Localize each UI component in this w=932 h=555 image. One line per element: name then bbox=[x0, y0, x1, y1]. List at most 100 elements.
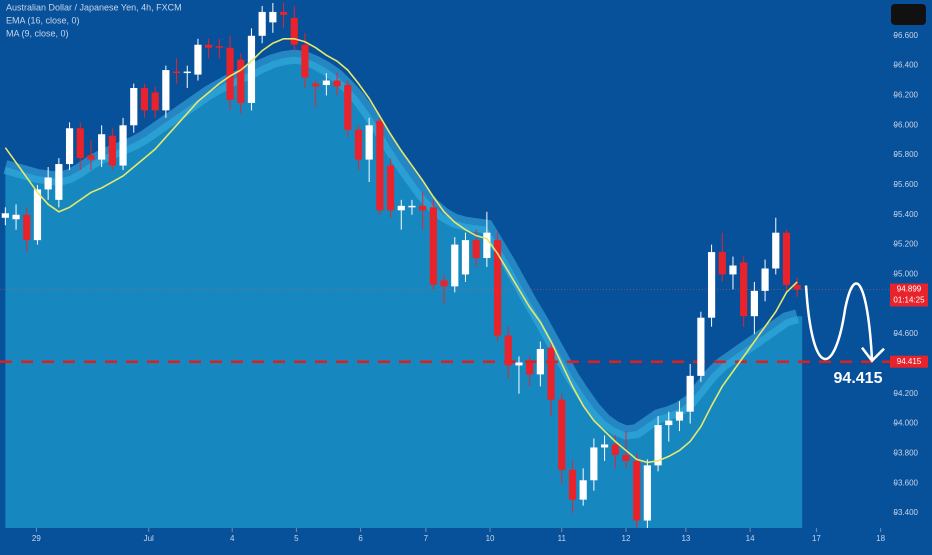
x-tick-label: 13 bbox=[681, 534, 690, 543]
candle-body bbox=[536, 349, 544, 375]
x-tick-label: 17 bbox=[812, 534, 821, 543]
candle-body bbox=[675, 411, 684, 421]
candle-body bbox=[226, 47, 234, 100]
candle-body bbox=[579, 480, 587, 500]
candle-body bbox=[55, 164, 63, 200]
x-tick-label: 7 bbox=[424, 534, 429, 543]
y-tick-label: 94.200 bbox=[894, 389, 919, 398]
candle-body bbox=[172, 71, 181, 74]
candle-body bbox=[558, 399, 566, 470]
y-tick-label: 94.600 bbox=[894, 329, 919, 338]
candle-body bbox=[654, 425, 662, 466]
candle-body bbox=[633, 460, 641, 521]
x-tick-label: 11 bbox=[558, 534, 567, 543]
candle-body bbox=[269, 11, 277, 23]
candle-body bbox=[376, 120, 384, 211]
x-tick-label: 10 bbox=[486, 534, 495, 543]
candle-body bbox=[750, 290, 758, 317]
candle-body bbox=[451, 244, 459, 287]
ma-line bbox=[3, 49, 800, 440]
candle-body bbox=[140, 88, 149, 111]
candle-body bbox=[44, 177, 52, 190]
candle-body bbox=[365, 125, 373, 160]
candle-body bbox=[483, 232, 491, 259]
y-tick-label: 96.400 bbox=[894, 61, 919, 70]
y-tick-label: 95.800 bbox=[894, 150, 919, 159]
candle-body bbox=[547, 347, 555, 400]
chart-title: Australian Dollar / Japanese Yen, 4h, FX… bbox=[6, 2, 182, 12]
candle-body bbox=[151, 92, 159, 111]
menu-button[interactable] bbox=[891, 4, 926, 25]
current-price-box bbox=[890, 283, 928, 307]
candle-body bbox=[354, 129, 363, 160]
candle-body bbox=[568, 469, 577, 500]
candle-body bbox=[643, 465, 651, 521]
x-tick-label: 18 bbox=[876, 534, 885, 543]
x-tick-label: Jul bbox=[144, 534, 154, 543]
candle-body bbox=[98, 134, 106, 160]
plot bbox=[3, 49, 803, 528]
countdown-label: 01:14:25 bbox=[893, 296, 925, 305]
candle-body bbox=[333, 80, 341, 87]
y-tick-label: 93.400 bbox=[894, 508, 919, 517]
candle-body bbox=[440, 280, 448, 287]
legend-entry: EMA (16, close, 0) bbox=[6, 15, 80, 25]
candle-body bbox=[65, 128, 74, 165]
y-tick-label: 93.600 bbox=[894, 478, 919, 487]
y-tick-label: 95.000 bbox=[894, 270, 919, 279]
candle-body bbox=[461, 240, 470, 275]
candle-body bbox=[729, 265, 737, 275]
x-tick-label: 12 bbox=[622, 534, 631, 543]
candle-body bbox=[279, 11, 288, 15]
ema-line bbox=[4, 37, 798, 464]
candle-body bbox=[493, 240, 502, 336]
arrow-head bbox=[861, 346, 885, 363]
candle-body bbox=[782, 232, 791, 285]
candle-body bbox=[301, 44, 309, 78]
candle-body bbox=[205, 44, 213, 48]
candle-body bbox=[258, 11, 266, 36]
candle-body bbox=[76, 128, 84, 159]
candle-body bbox=[515, 362, 523, 366]
candle-body bbox=[215, 46, 223, 48]
x-tick-label: 29 bbox=[32, 534, 41, 543]
ma-area bbox=[5, 56, 803, 528]
candle-body bbox=[194, 44, 202, 75]
target-price-box bbox=[890, 355, 928, 368]
candle-body bbox=[87, 155, 95, 160]
candle-body bbox=[183, 71, 191, 74]
candle-body bbox=[247, 35, 256, 103]
candle-body bbox=[108, 135, 116, 166]
target-price-label: 94.415 bbox=[897, 357, 922, 366]
candle-body bbox=[772, 232, 780, 269]
y-tick-label: 96.200 bbox=[894, 91, 919, 100]
candle-body bbox=[130, 88, 138, 126]
candle-body bbox=[290, 17, 298, 45]
candle-body bbox=[312, 83, 320, 87]
candle-body bbox=[740, 262, 748, 317]
x-tick-label: 14 bbox=[746, 534, 755, 543]
candle-body bbox=[472, 240, 480, 259]
candle-body bbox=[697, 317, 705, 376]
y-tick-label: 95.600 bbox=[894, 180, 919, 189]
candle-body bbox=[162, 70, 170, 111]
annotation: 94.415 bbox=[834, 370, 883, 387]
x-tick-label: 5 bbox=[294, 534, 299, 543]
y-tick-label: 94.000 bbox=[894, 419, 919, 428]
candle-body bbox=[33, 189, 42, 241]
candle-body bbox=[761, 268, 769, 291]
legend-entry: MA (9, close, 0) bbox=[6, 28, 69, 38]
current-price-label: 94.899 bbox=[897, 285, 922, 294]
candle-body bbox=[504, 335, 512, 366]
candle-body bbox=[397, 205, 405, 211]
candle-body bbox=[686, 375, 694, 412]
candle-body bbox=[707, 252, 716, 318]
candle-body bbox=[386, 165, 395, 211]
candle-body bbox=[622, 454, 630, 461]
candle-body bbox=[665, 420, 673, 426]
candle-body bbox=[408, 205, 416, 208]
candle-body bbox=[526, 362, 534, 375]
y-tick-label: 96.600 bbox=[894, 31, 919, 40]
arrow bbox=[804, 282, 874, 361]
